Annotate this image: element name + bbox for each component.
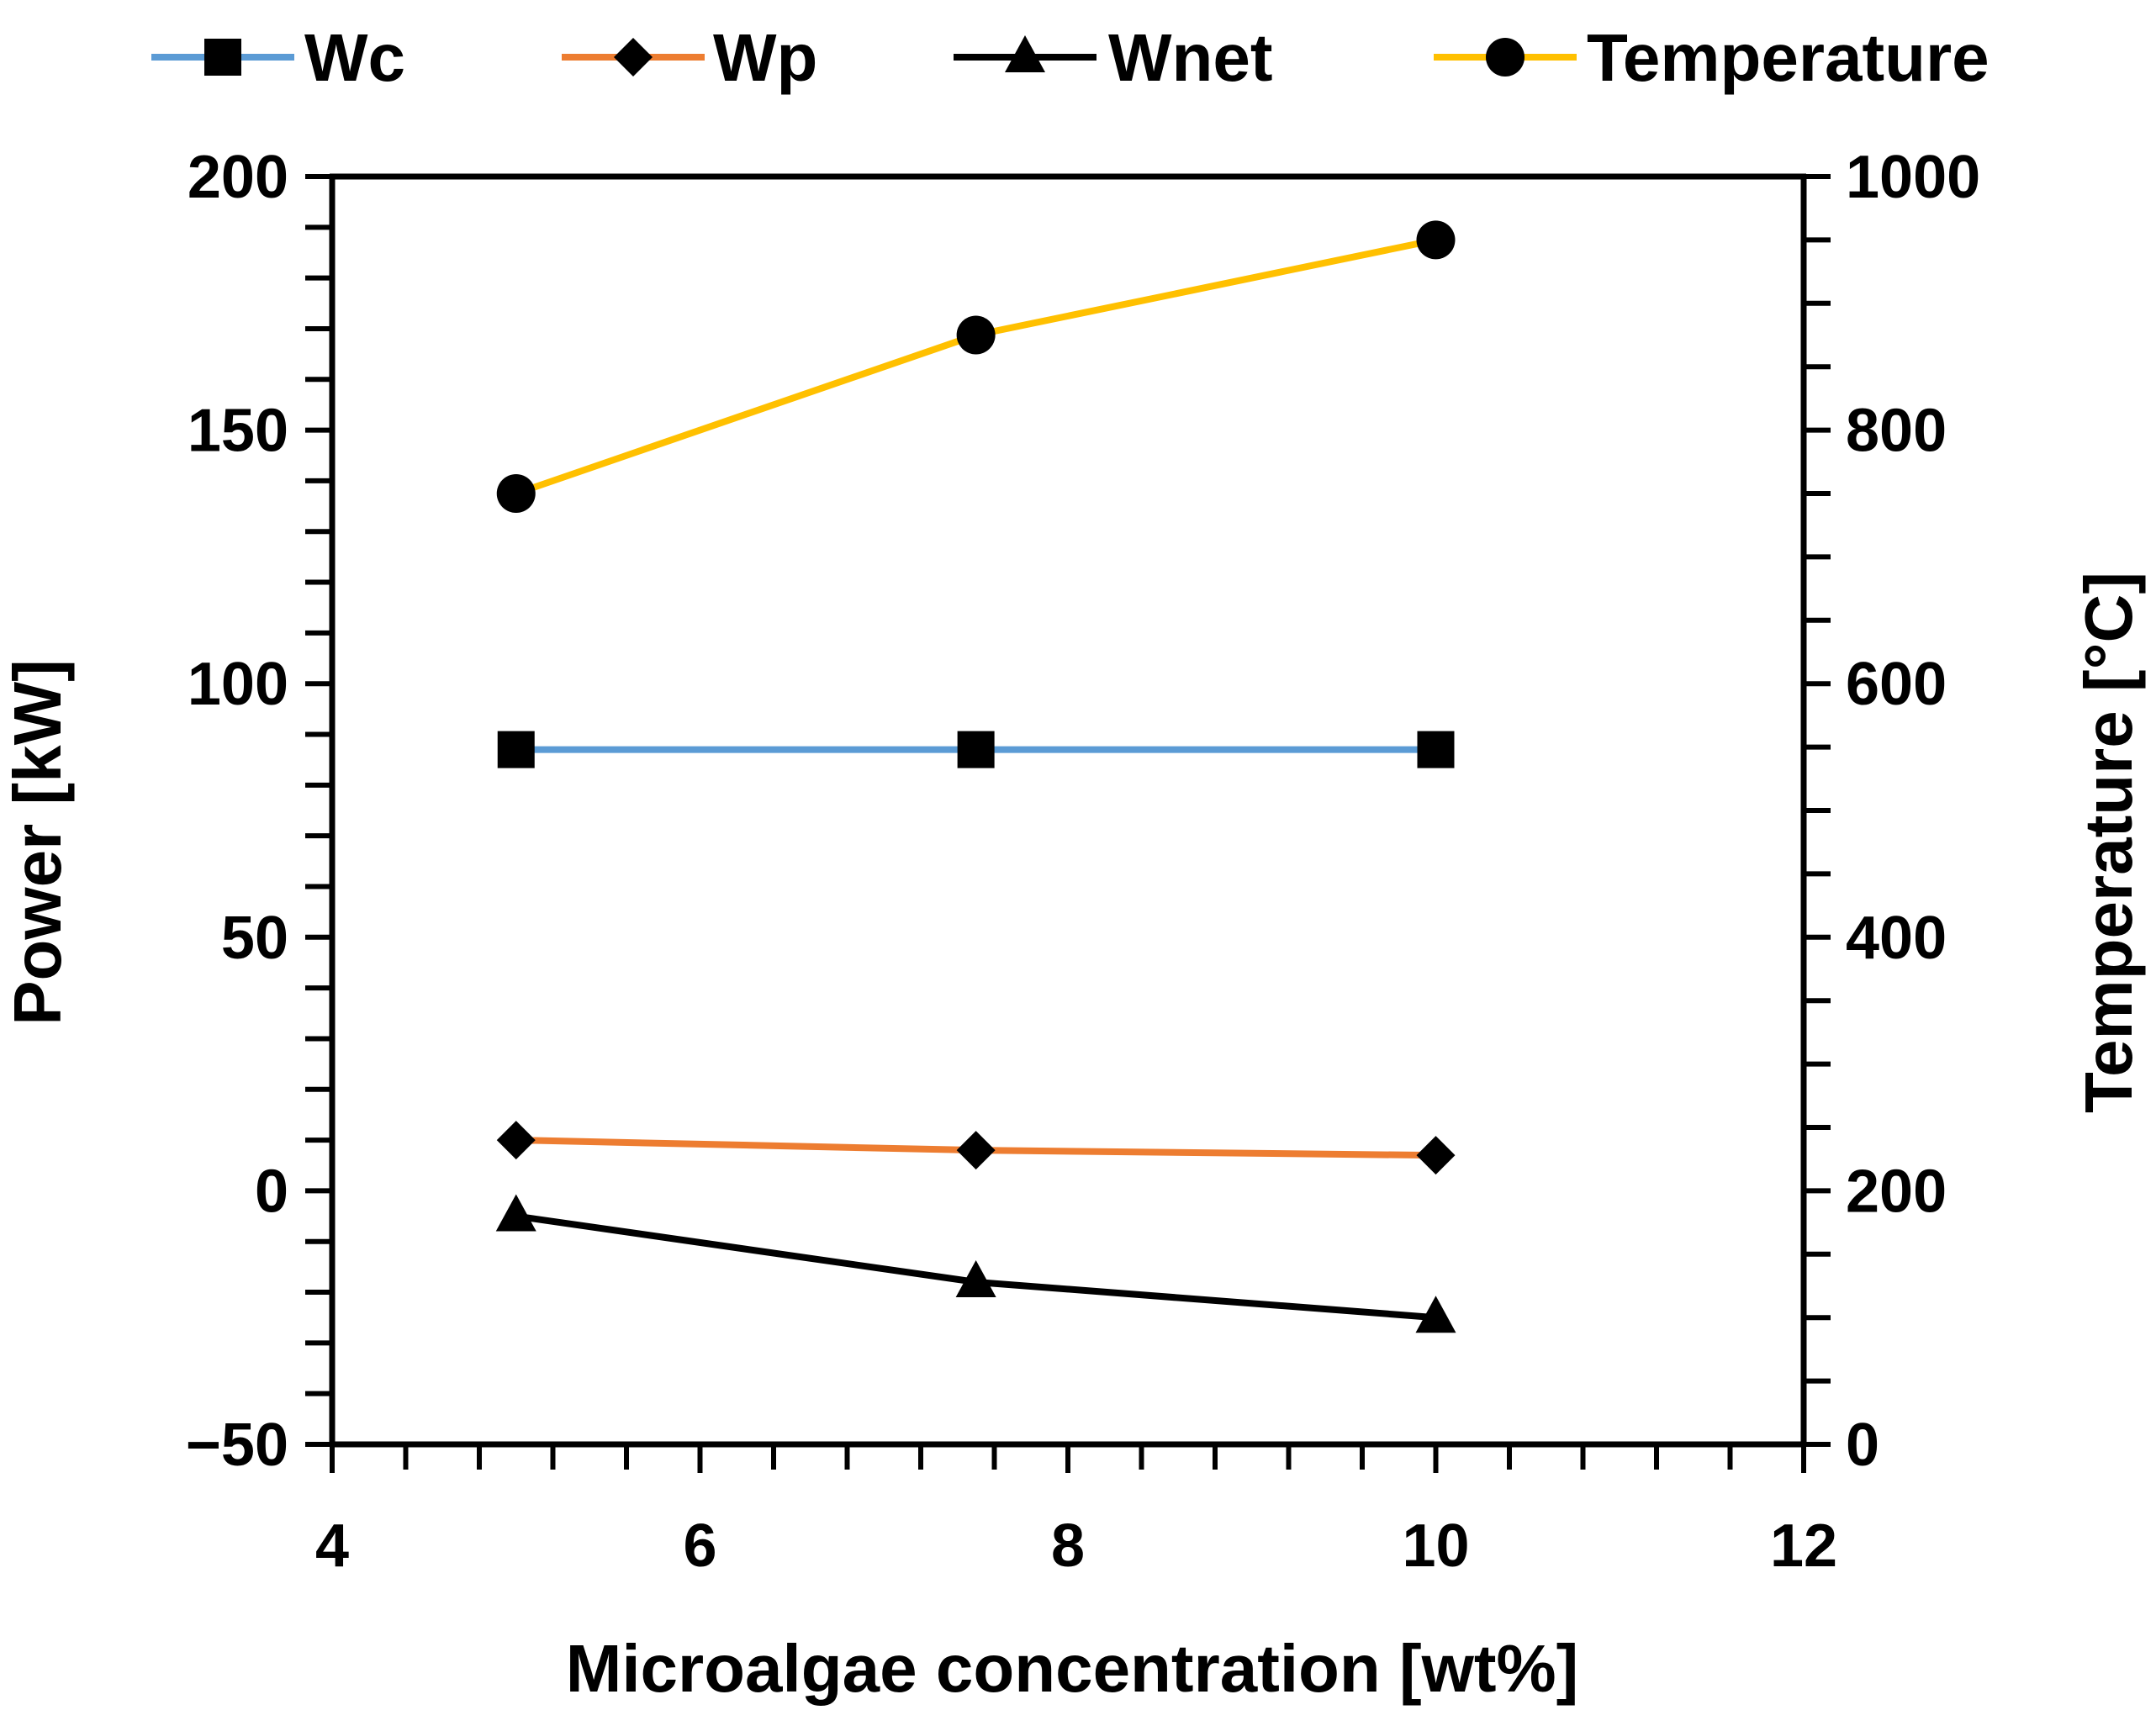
data-point-temperature	[956, 315, 996, 355]
data-point-wp	[956, 1131, 996, 1170]
y2-tick-label: 200	[1846, 1158, 1947, 1225]
data-point-wc	[497, 731, 535, 768]
x-tick-label: 4	[315, 1512, 349, 1580]
legend-marker-wc	[204, 39, 241, 76]
y-tick-label: −50	[186, 1412, 288, 1479]
y-axis-title: Power [kW]	[0, 659, 75, 1026]
y-tick-label: 100	[188, 651, 288, 718]
x-tick-label: 8	[1051, 1512, 1085, 1580]
y-tick-label: 0	[255, 1158, 288, 1225]
y-tick-label: 150	[188, 398, 288, 465]
legend-marker-temperature	[1486, 38, 1525, 77]
y2-tick-label: 800	[1846, 398, 1947, 465]
x-tick-label: 12	[1770, 1512, 1837, 1580]
data-point-temperature	[496, 474, 536, 513]
series-layer	[495, 220, 1456, 1333]
y2-tick-label: 1000	[1846, 144, 1980, 211]
y2-tick-label: 0	[1846, 1412, 1879, 1479]
data-point-wc	[957, 731, 995, 768]
legend-label-wnet: Wnet	[1108, 20, 1273, 95]
x-tick-label: 6	[683, 1512, 716, 1580]
x-axis-title: Microalgae concentration [wt%]	[566, 1631, 1579, 1706]
data-point-temperature	[1416, 220, 1456, 260]
legend-label-wp: Wp	[713, 20, 817, 95]
data-point-wnet	[1415, 1296, 1456, 1333]
axes-layer: −50 0 50 100 150 200 0 200 400 600 800 1000 4 6 8 10 12	[186, 144, 1980, 1580]
legend-marker-wnet	[1005, 35, 1045, 72]
legend-label-wc: Wc	[304, 20, 405, 95]
data-point-wc	[1417, 731, 1455, 768]
data-point-wnet	[955, 1259, 996, 1297]
legend-marker-wp	[614, 38, 653, 77]
x-tick-label: 10	[1402, 1512, 1469, 1580]
y2-tick-label: 400	[1846, 905, 1947, 972]
y2-axis-title: Temperature [°C]	[2071, 572, 2146, 1113]
series-line-temperature	[515, 236, 1437, 497]
y-tick-label: 50	[221, 905, 288, 972]
y-tick-label: 200	[188, 144, 288, 211]
data-point-wp	[496, 1121, 536, 1160]
legend-label-temperature: Temperature	[1587, 20, 1990, 95]
data-point-wnet	[495, 1194, 536, 1232]
legend-layer: Wc Wp Wnet Temperature	[151, 20, 1990, 95]
data-point-wp	[1416, 1136, 1456, 1175]
y2-tick-label: 600	[1846, 651, 1947, 718]
